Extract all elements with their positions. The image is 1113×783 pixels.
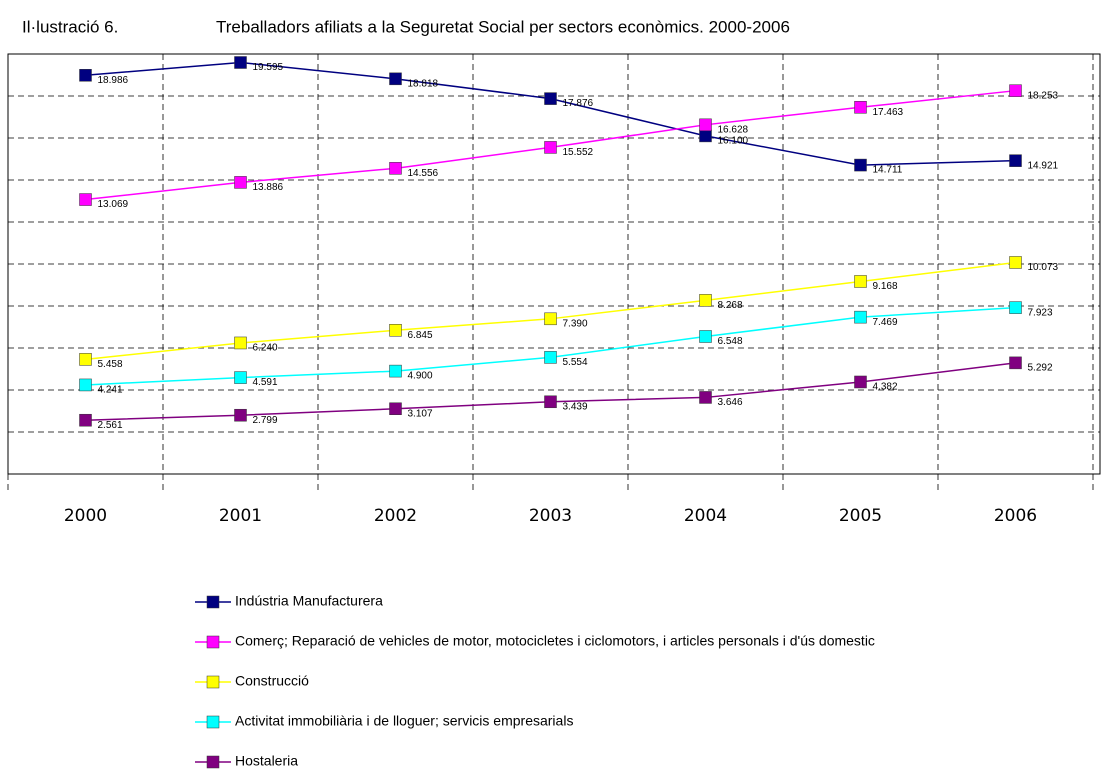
value-label: 6.548 [718, 336, 743, 347]
marker [234, 56, 247, 69]
value-label: 17.463 [873, 107, 904, 118]
marker [854, 158, 867, 172]
x-tick-label: 2001 [219, 506, 262, 526]
value-label: 6.845 [408, 330, 433, 341]
value-label: 5.292 [1028, 363, 1053, 374]
marker [234, 408, 247, 422]
value-label: 9.168 [873, 281, 898, 292]
legend-marker [206, 715, 220, 729]
marker [79, 413, 92, 427]
value-label: 14.921 [1028, 160, 1059, 171]
marker [234, 176, 247, 189]
value-label: 4.241 [98, 385, 123, 396]
value-label: 19.595 [253, 62, 284, 73]
value-label: 14.556 [408, 168, 439, 179]
legend-marker [206, 675, 220, 689]
value-label: 16.628 [718, 124, 749, 135]
value-label: 5.554 [563, 357, 588, 368]
value-label: 18.986 [98, 75, 129, 86]
marker [544, 312, 557, 326]
marker [854, 275, 867, 288]
marker [699, 330, 712, 343]
marker [234, 371, 247, 384]
figure-label: Il·lustració 6. [22, 17, 118, 36]
marker [854, 375, 867, 389]
value-label: 3.646 [718, 397, 743, 408]
value-label: 7.923 [1028, 307, 1053, 318]
marker [1009, 301, 1022, 314]
value-label: 18.253 [1028, 90, 1059, 101]
marker [854, 101, 867, 114]
x-tick-label: 2006 [994, 506, 1037, 526]
value-label: 13.069 [98, 199, 129, 210]
chart-title: Treballadors afiliats a la Seguretat Soc… [216, 17, 790, 36]
marker [699, 118, 712, 132]
value-label: 13.886 [253, 182, 284, 193]
x-tick-label: 2003 [529, 506, 572, 526]
marker [1009, 356, 1022, 370]
legend-marker [206, 755, 220, 769]
value-label: 17.876 [563, 98, 594, 109]
marker [699, 391, 712, 404]
value-label: 3.439 [563, 401, 588, 412]
marker [699, 129, 712, 143]
legend-label: Activitat immobiliària i de lloguer; ser… [235, 713, 573, 729]
value-label: 4.382 [873, 382, 898, 393]
marker [1009, 154, 1022, 167]
value-label: 4.591 [253, 377, 278, 388]
value-label: 3.107 [408, 408, 433, 419]
legend-label: Construcció [235, 673, 309, 689]
value-label: 15.552 [563, 147, 594, 158]
value-label: 5.458 [98, 359, 123, 370]
value-label: 6.240 [253, 343, 278, 354]
x-tick-label: 2004 [684, 506, 727, 526]
legend-label: Comerç; Reparació de vehicles de motor, … [235, 633, 875, 649]
marker [544, 395, 557, 409]
marker [234, 336, 247, 350]
marker [389, 72, 402, 86]
value-label: 16.100 [718, 136, 749, 147]
legend-label: Hostaleria [235, 753, 298, 769]
marker [544, 141, 557, 154]
marker [389, 324, 402, 337]
marker [79, 378, 92, 392]
x-tick-label: 2000 [64, 506, 107, 526]
marker [1009, 256, 1022, 269]
legend-marker [206, 635, 220, 649]
marker [389, 402, 402, 416]
value-label: 7.390 [563, 318, 588, 329]
marker [854, 310, 867, 324]
legend-label: Indústria Manufacturera [235, 593, 383, 609]
value-label: 14.711 [873, 165, 903, 176]
legend-marker [206, 595, 220, 609]
marker [79, 353, 92, 366]
series-line [85, 261, 1016, 361]
marker [79, 193, 92, 206]
x-tick-label: 2005 [839, 506, 882, 526]
value-label: 7.469 [873, 317, 898, 328]
marker [544, 92, 557, 105]
marker [389, 162, 402, 175]
x-tick-label: 2002 [374, 506, 417, 526]
value-label: 4.900 [408, 371, 433, 382]
value-label: 2.561 [98, 420, 123, 431]
marker [389, 364, 402, 378]
value-label: 8.268 [718, 300, 743, 311]
marker [544, 351, 557, 364]
marker [79, 69, 92, 82]
value-label: 10.073 [1028, 262, 1059, 273]
value-label: 18.818 [408, 78, 439, 89]
marker [699, 294, 712, 307]
value-label: 2.799 [253, 415, 278, 426]
marker [1009, 84, 1022, 97]
